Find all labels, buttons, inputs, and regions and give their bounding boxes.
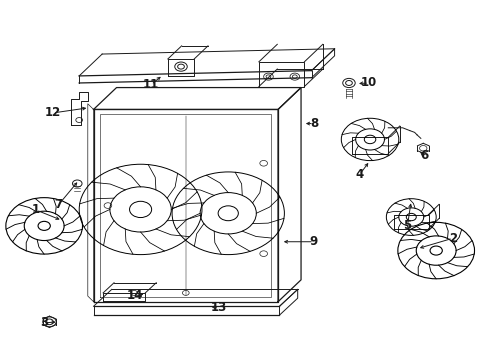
Text: 9: 9 bbox=[309, 235, 318, 248]
Text: 5: 5 bbox=[403, 219, 411, 232]
Text: 4: 4 bbox=[355, 168, 363, 181]
Text: 11: 11 bbox=[142, 78, 159, 91]
Text: 3: 3 bbox=[40, 316, 48, 329]
Text: 7: 7 bbox=[54, 198, 62, 211]
Text: 6: 6 bbox=[419, 149, 427, 162]
Text: 2: 2 bbox=[448, 232, 456, 245]
Text: 8: 8 bbox=[309, 117, 318, 130]
Text: 12: 12 bbox=[44, 107, 61, 120]
Text: 13: 13 bbox=[210, 301, 227, 314]
Text: 1: 1 bbox=[32, 203, 40, 216]
Text: 10: 10 bbox=[360, 76, 376, 90]
Text: 14: 14 bbox=[127, 289, 143, 302]
